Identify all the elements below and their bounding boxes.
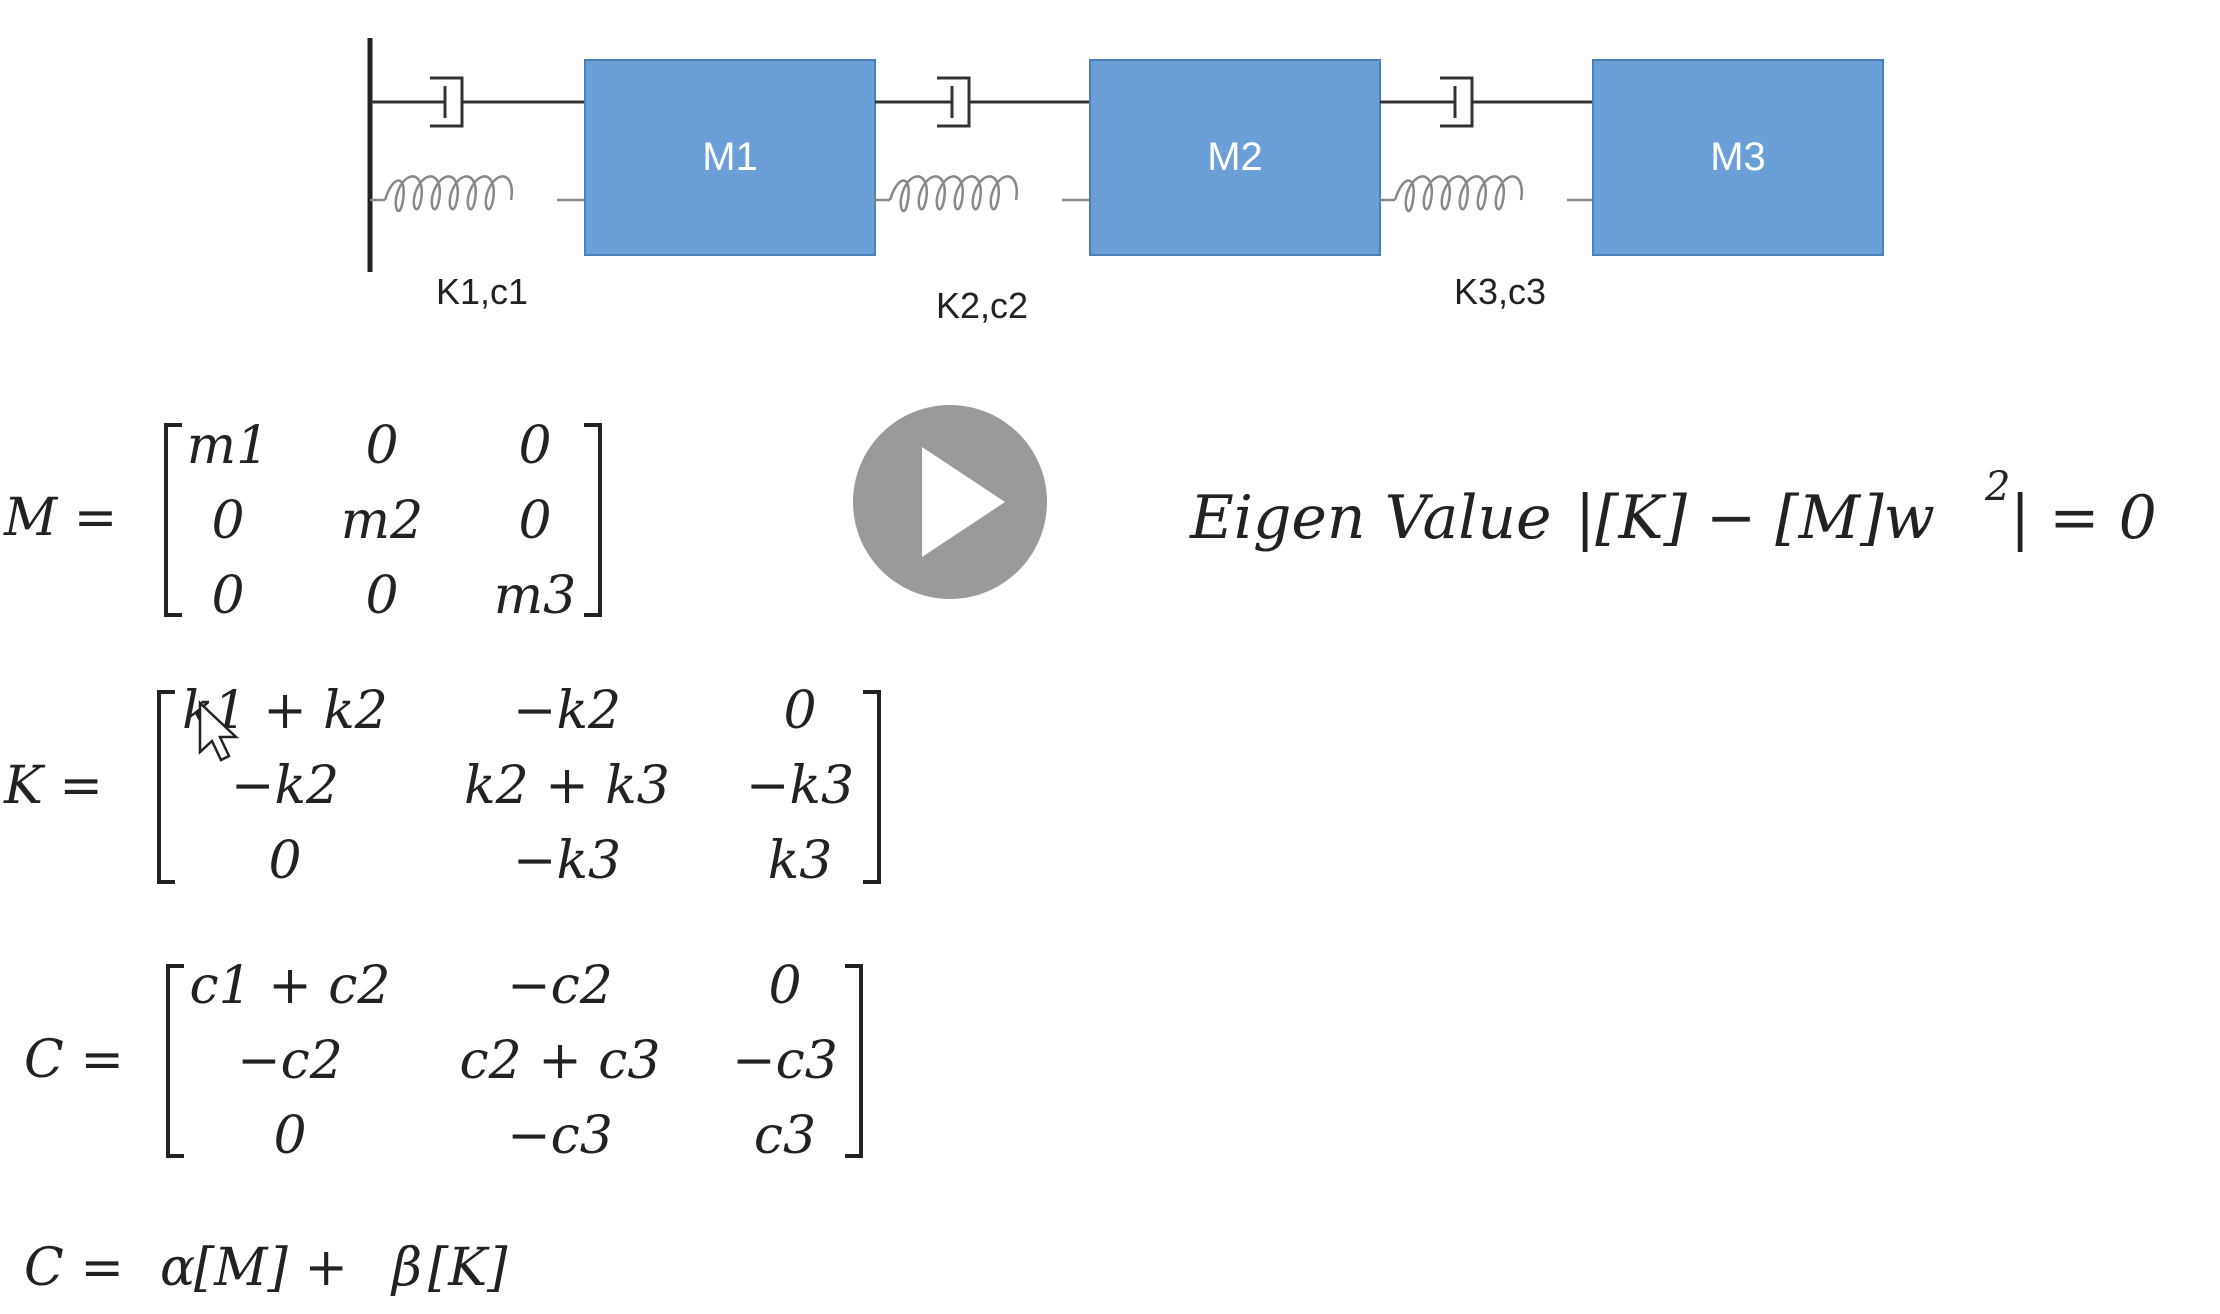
mass-block-m1: M1 bbox=[584, 59, 876, 256]
mass-label-m3: M3 bbox=[1710, 135, 1766, 179]
left-bracket bbox=[157, 690, 175, 884]
rayleigh-beta: β bbox=[390, 1238, 422, 1298]
matrix-cell: −c2 bbox=[237, 1031, 343, 1091]
matrix-cell: −c3 bbox=[732, 1031, 838, 1091]
link-label-3: K3,c3 bbox=[1454, 271, 1546, 312]
matrix-cell: m2 bbox=[341, 491, 423, 551]
eigen-label: Eigen Value bbox=[1189, 483, 1552, 553]
play-button[interactable] bbox=[853, 405, 1047, 599]
mouse-pointer-icon bbox=[198, 700, 240, 762]
matrix-cell: k2 + k3 bbox=[464, 756, 670, 816]
matrix-cell: 0 bbox=[365, 566, 398, 626]
matrix-cell: 0 bbox=[211, 566, 244, 626]
spring-1 bbox=[370, 175, 585, 213]
left-bracket bbox=[166, 964, 184, 1158]
left-bracket bbox=[164, 423, 182, 617]
damper-2 bbox=[875, 76, 1090, 128]
matrix-cell: 0 bbox=[211, 491, 244, 551]
matrix-cell: −c2 bbox=[507, 956, 613, 1016]
matrix-cell: 0 bbox=[273, 1106, 306, 1166]
play-icon bbox=[922, 447, 1005, 557]
eigen-value-equation: Eigen Value |[K] − [M]w 2 | = 0 bbox=[1189, 464, 2157, 553]
eigen-expression: |[K] − [M]w bbox=[1575, 483, 1935, 553]
damper-1 bbox=[370, 76, 585, 128]
right-bracket bbox=[584, 423, 602, 617]
damping-matrix-equation: C = c1 + c2 −c2 0 −c2 c2 + c3 −c3 0 −c3 … bbox=[24, 956, 863, 1166]
matrix-cell: c3 bbox=[754, 1106, 816, 1166]
matrix-cell: c2 + c3 bbox=[459, 1031, 660, 1091]
mass-matrix-equation: M = m1 0 0 0 m2 0 0 0 m3 bbox=[3, 416, 602, 626]
matrix-cell: −k3 bbox=[746, 756, 854, 816]
matrix-cell: −k2 bbox=[513, 681, 621, 741]
rayleigh-lhs: C = bbox=[24, 1238, 124, 1298]
mass-label-m2: M2 bbox=[1207, 135, 1263, 179]
eigen-rhs: | = 0 bbox=[2010, 483, 2157, 553]
matrix-cell: 0 bbox=[518, 416, 551, 476]
mass-label-m1: M1 bbox=[702, 135, 758, 179]
damper-3 bbox=[1380, 76, 1593, 128]
matrix-cell: 0 bbox=[783, 681, 816, 741]
rayleigh-m-term: [M] + bbox=[194, 1238, 348, 1298]
matrix-cell: m1 bbox=[187, 416, 269, 476]
stiffness-matrix-equation: K = k1 + k2 −k2 0 −k2 k2 + k3 −k3 0 −k3 … bbox=[3, 681, 881, 891]
right-bracket bbox=[845, 964, 863, 1158]
matrix-cell: 0 bbox=[365, 416, 398, 476]
matrix-cell: −k2 bbox=[231, 756, 339, 816]
stiffness-matrix-lhs: K = bbox=[3, 756, 103, 816]
link-label-1: K1,c1 bbox=[436, 271, 528, 312]
matrix-cell: 0 bbox=[518, 491, 551, 551]
mass-block-m2: M2 bbox=[1089, 59, 1381, 256]
matrix-cell: m3 bbox=[494, 566, 576, 626]
mass-spring-damper-diagram: M1 M2 bbox=[367, 38, 1884, 326]
right-bracket bbox=[863, 690, 881, 884]
eigen-exponent: 2 bbox=[1984, 464, 2010, 510]
matrix-cell: k3 bbox=[768, 831, 833, 891]
matrix-cell: 0 bbox=[768, 956, 801, 1016]
rayleigh-alpha: α bbox=[160, 1238, 195, 1298]
matrix-cell: 0 bbox=[268, 831, 301, 891]
link-label-2: K2,c2 bbox=[936, 285, 1028, 326]
spring-3 bbox=[1380, 175, 1593, 213]
matrix-cell: c1 + c2 bbox=[189, 956, 390, 1016]
matrix-cell: −k3 bbox=[513, 831, 621, 891]
damping-matrix-lhs: C = bbox=[24, 1030, 124, 1090]
rayleigh-damping-equation: C = α [M] + β [K] bbox=[24, 1238, 508, 1298]
mass-matrix-lhs: M = bbox=[3, 488, 117, 548]
spring-2 bbox=[875, 175, 1090, 213]
rayleigh-k-term: [K] bbox=[428, 1238, 508, 1298]
mass-block-m3: M3 bbox=[1592, 59, 1884, 256]
matrix-cell: −c3 bbox=[507, 1106, 613, 1166]
